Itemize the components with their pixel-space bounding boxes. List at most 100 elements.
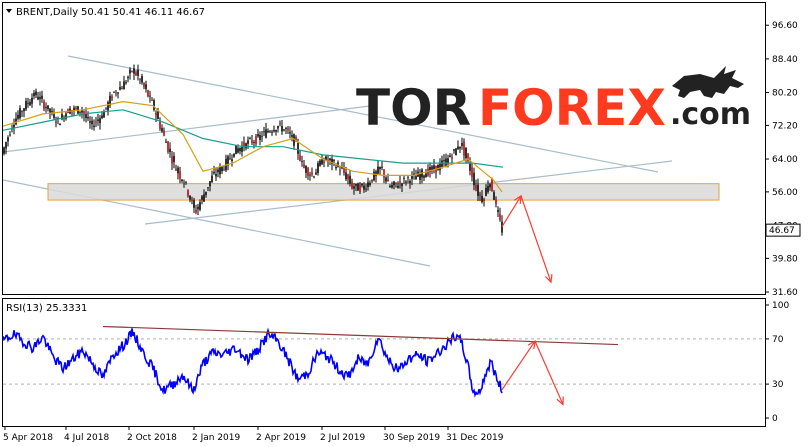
candle-body <box>325 156 327 161</box>
price-tick-label: 88.40 <box>772 55 798 65</box>
candle-body <box>433 165 435 170</box>
candle-body <box>393 181 395 186</box>
candle-body <box>29 102 31 106</box>
candle-body <box>319 160 321 166</box>
candle-body <box>163 130 165 136</box>
candle-body <box>171 156 173 164</box>
candle-body <box>413 173 415 175</box>
current-price-tag: 46.67 <box>765 223 801 237</box>
candle-body <box>203 194 205 202</box>
candle-body <box>107 102 109 111</box>
candle-body <box>371 179 373 182</box>
candle-body <box>43 101 45 109</box>
logo-tor: TOR <box>356 79 471 137</box>
rsi-label: RSI(13) 25.3331 <box>6 303 87 314</box>
candle-body <box>207 187 209 189</box>
candle-body <box>307 168 309 176</box>
candle-body <box>253 141 255 143</box>
candle-body <box>491 178 493 191</box>
candle-body <box>459 146 461 149</box>
candle-body <box>283 129 285 131</box>
rsi-levels <box>3 338 765 385</box>
candle-body <box>411 175 413 179</box>
candle-body <box>139 78 141 80</box>
candle-body <box>343 167 345 173</box>
candle-body <box>291 135 293 137</box>
x-tick-label: 2 Oct 2018 <box>127 433 177 443</box>
channel-line <box>2 105 371 153</box>
symbol-label: BRENT,Daily <box>16 7 78 18</box>
symbol-header[interactable]: BRENT,Daily 50.41 50.41 46.11 46.67 <box>6 7 205 18</box>
candle-body <box>427 168 429 176</box>
candle-body <box>215 174 217 177</box>
candle-body <box>361 183 363 186</box>
candle-body <box>243 142 245 147</box>
candle-body <box>61 114 63 120</box>
candle-body <box>79 111 81 113</box>
candle-body <box>191 199 193 201</box>
price-tag-label: 46.67 <box>769 226 795 236</box>
candle-body <box>25 100 27 110</box>
rsi-tick-label: 0 <box>772 414 778 424</box>
candle-body <box>267 130 269 133</box>
candle-body <box>383 169 385 178</box>
candle-body <box>213 171 215 174</box>
candle-body <box>89 121 91 123</box>
rsi-forecast-arrow <box>501 340 536 391</box>
candle-body <box>389 185 391 187</box>
candle-body <box>353 186 355 189</box>
candle-body <box>93 125 95 127</box>
candle-body <box>385 177 387 182</box>
candle-body <box>429 167 431 172</box>
x-tick-label: 2 Jan 2019 <box>192 433 240 443</box>
candle-body <box>209 181 211 187</box>
candle-body <box>235 145 237 155</box>
candle-body <box>91 120 93 125</box>
rsi-trendline <box>102 325 619 346</box>
candle-body <box>167 141 169 152</box>
candle-body <box>397 185 399 188</box>
candle-body <box>193 200 195 208</box>
candle-body <box>479 194 481 196</box>
candle-body <box>95 121 97 123</box>
rsi-panel-frame <box>2 298 766 427</box>
candle-body <box>275 130 277 132</box>
ohlc-label: 50.41 50.41 46.11 46.67 <box>81 7 205 18</box>
candle-body <box>447 158 449 164</box>
rsi-forecast-arrow-head <box>556 396 564 406</box>
x-tick-label: 5 Apr 2018 <box>3 433 53 443</box>
candle-body <box>311 172 313 175</box>
rsi-forecast-arrows <box>501 340 564 406</box>
candle-body <box>5 142 7 149</box>
candle-body <box>451 157 453 159</box>
candle-body <box>115 92 117 94</box>
candle-body <box>55 121 57 123</box>
candle-body <box>477 184 479 196</box>
candle-body <box>47 105 49 110</box>
support-zone-rect <box>47 183 720 201</box>
candle-body <box>441 160 443 167</box>
candle-body <box>273 130 275 132</box>
rsi-tick-label: 100 <box>772 301 789 311</box>
candle-body <box>257 134 259 137</box>
ma-fast-line <box>2 100 503 193</box>
candle-body <box>111 96 113 99</box>
candle-body <box>181 179 183 182</box>
rsi-tick-label: 30 <box>772 380 784 390</box>
candle-body <box>183 182 185 185</box>
candle-body <box>355 183 357 186</box>
candle-body <box>227 156 229 166</box>
candle-body <box>297 143 299 154</box>
candle-body <box>85 113 87 118</box>
dropdown-triangle-icon[interactable] <box>6 9 12 13</box>
candle-body <box>281 126 283 132</box>
candle-body <box>363 185 365 190</box>
candle-body <box>313 176 315 178</box>
candle-body <box>277 126 279 129</box>
rsi-y-axis: 100 70 30 0 <box>765 301 789 424</box>
candle-body <box>239 147 241 152</box>
candle-body <box>113 91 115 93</box>
candle-body <box>241 145 243 152</box>
candle-body <box>49 108 51 113</box>
price-tick-label: 96.60 <box>772 21 798 31</box>
